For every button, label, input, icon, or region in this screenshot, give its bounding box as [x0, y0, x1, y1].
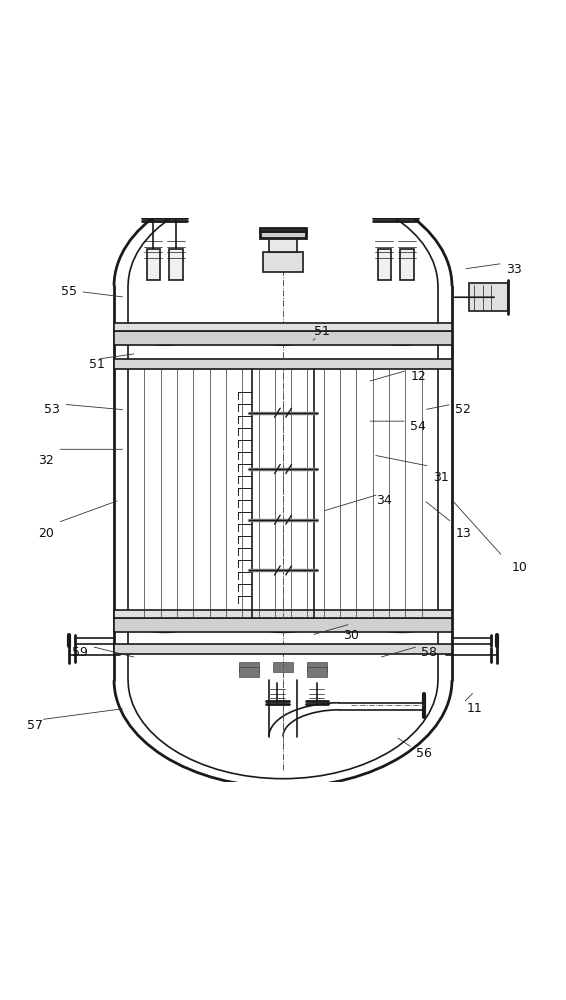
Bar [288, 612, 308, 614]
Bar [199, 365, 218, 368]
Bar [139, 612, 158, 614]
Bar [288, 362, 308, 364]
Bar [169, 362, 188, 364]
Bar [199, 615, 218, 617]
Text: 10: 10 [512, 561, 528, 574]
Ellipse shape [136, 615, 193, 632]
Bar [307, 667, 327, 677]
Bar [258, 612, 278, 614]
Bar [408, 362, 427, 364]
Text: 34: 34 [376, 493, 392, 506]
Bar [378, 362, 397, 364]
Bar [169, 249, 183, 280]
Bar [260, 231, 306, 238]
Bar [318, 362, 338, 364]
Bar [147, 249, 160, 280]
Bar [114, 359, 452, 369]
Text: 31: 31 [433, 471, 449, 484]
Bar [114, 618, 452, 632]
Bar [258, 362, 278, 364]
Text: 55: 55 [61, 285, 77, 298]
Bar [169, 612, 188, 614]
Text: 13: 13 [456, 527, 471, 540]
Text: 53: 53 [44, 403, 60, 416]
Bar [228, 615, 248, 617]
Bar [348, 615, 367, 617]
Bar [114, 323, 452, 331]
Bar [408, 365, 427, 368]
Bar [258, 365, 278, 368]
Bar [318, 615, 338, 617]
Ellipse shape [136, 328, 193, 345]
Bar [273, 662, 293, 672]
Bar [408, 612, 427, 614]
Bar [239, 667, 259, 677]
Bar [378, 249, 391, 280]
Ellipse shape [255, 328, 311, 345]
Text: 56: 56 [416, 747, 432, 760]
Bar [260, 228, 306, 231]
Bar [114, 331, 452, 345]
Bar [408, 615, 427, 617]
Bar [400, 249, 414, 280]
Ellipse shape [255, 615, 311, 632]
Bar [269, 238, 297, 252]
Bar [469, 283, 508, 311]
Bar [228, 365, 248, 368]
Bar [378, 365, 397, 368]
Bar [318, 612, 338, 614]
Bar [288, 615, 308, 617]
Bar [348, 365, 367, 368]
Bar [263, 252, 303, 272]
Bar [258, 615, 278, 617]
Text: 57: 57 [27, 719, 43, 732]
Text: 52: 52 [455, 403, 471, 416]
Bar [139, 365, 158, 368]
Bar [228, 362, 248, 364]
Bar [169, 615, 188, 617]
Text: 30: 30 [342, 629, 358, 642]
Text: 33: 33 [506, 263, 522, 276]
Bar [169, 365, 188, 368]
Bar [199, 612, 218, 614]
Bar [318, 365, 338, 368]
Bar [228, 612, 248, 614]
Ellipse shape [373, 615, 430, 632]
Text: 51: 51 [89, 358, 105, 371]
Text: 51: 51 [315, 325, 331, 338]
Ellipse shape [373, 328, 430, 345]
Text: 32: 32 [38, 454, 54, 467]
Bar [348, 612, 367, 614]
Text: 11: 11 [466, 702, 482, 715]
Text: 58: 58 [422, 646, 438, 659]
Text: 20: 20 [38, 527, 54, 540]
Text: 12: 12 [410, 370, 426, 383]
Bar [378, 612, 397, 614]
Bar [307, 662, 327, 672]
Text: 54: 54 [410, 420, 426, 433]
Bar [114, 644, 452, 654]
Bar [288, 365, 308, 368]
Bar [139, 362, 158, 364]
Text: 59: 59 [72, 646, 88, 659]
Bar [139, 615, 158, 617]
Bar [378, 615, 397, 617]
Bar [239, 662, 259, 672]
Bar [114, 610, 452, 618]
Bar [199, 362, 218, 364]
Bar [348, 362, 367, 364]
